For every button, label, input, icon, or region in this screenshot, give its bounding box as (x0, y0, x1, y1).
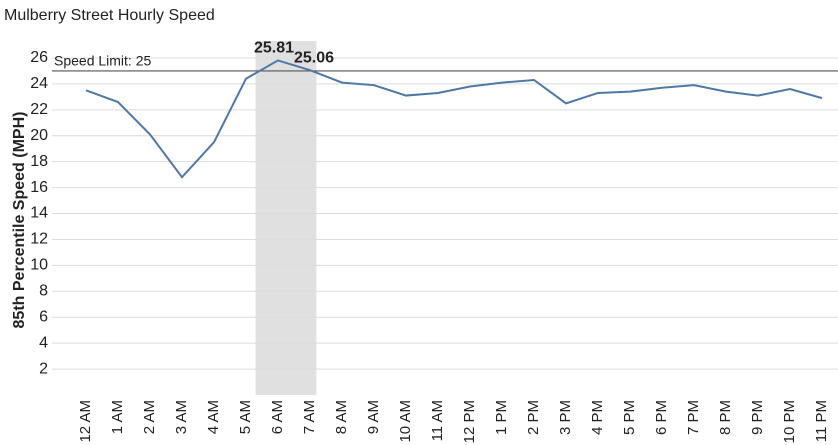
x-tick-label: 7 AM (301, 400, 318, 434)
data-label: 25.06 (294, 49, 334, 66)
x-tick-label: 3 PM (557, 400, 574, 435)
data-label: 25.81 (254, 40, 294, 57)
x-tick-label: 1 AM (109, 400, 126, 434)
chart-title: Mulberry Street Hourly Speed (4, 7, 215, 24)
x-tick-label: 10 AM (397, 400, 414, 443)
x-tick-label: 1 PM (493, 400, 510, 435)
x-tick-label: 12 PM (461, 400, 478, 443)
x-tick-label: 9 PM (749, 400, 766, 435)
y-tick-label: 12 (30, 231, 48, 248)
x-tick-label: 5 PM (621, 400, 638, 435)
y-tick-label: 16 (30, 179, 48, 196)
y-tick-label: 20 (30, 127, 48, 144)
y-tick-label: 24 (30, 75, 48, 92)
y-tick-label: 14 (30, 205, 48, 222)
x-tick-label: 8 PM (717, 400, 734, 435)
x-tick-label: 6 PM (653, 400, 670, 435)
highlight-band (255, 41, 317, 395)
x-tick-label: 6 AM (269, 400, 286, 434)
x-tick-label: 11 AM (429, 400, 446, 441)
y-tick-label: 2 (39, 360, 48, 377)
x-tick-label: 4 AM (205, 400, 222, 434)
reference-label: Speed Limit: 25 (54, 53, 151, 69)
y-tick-label: 8 (39, 283, 48, 300)
y-tick-label: 10 (30, 257, 48, 274)
x-tick-label: 2 PM (525, 400, 542, 435)
x-tick-label: 7 PM (685, 400, 702, 435)
x-tick-label: 3 AM (173, 400, 190, 434)
x-tick-label: 5 AM (237, 400, 254, 434)
x-tick-label: 12 AM (77, 400, 94, 443)
y-tick-label: 18 (30, 153, 48, 170)
y-tick-label: 6 (39, 308, 48, 325)
y-tick-label: 22 (30, 101, 48, 118)
x-tick-label: 2 AM (141, 400, 158, 434)
data-line (85, 59, 823, 179)
y-axis-title: 85th Percentile Speed (MPH) (11, 112, 28, 329)
x-tick-label: 9 AM (365, 400, 382, 434)
x-tick-label: 11 PM (813, 400, 830, 442)
y-tick-label: 26 (30, 49, 48, 66)
x-tick-label: 4 PM (589, 400, 606, 435)
x-tick-label: 10 PM (781, 400, 798, 443)
y-tick-label: 4 (39, 334, 48, 351)
x-tick-label: 8 AM (333, 400, 350, 434)
